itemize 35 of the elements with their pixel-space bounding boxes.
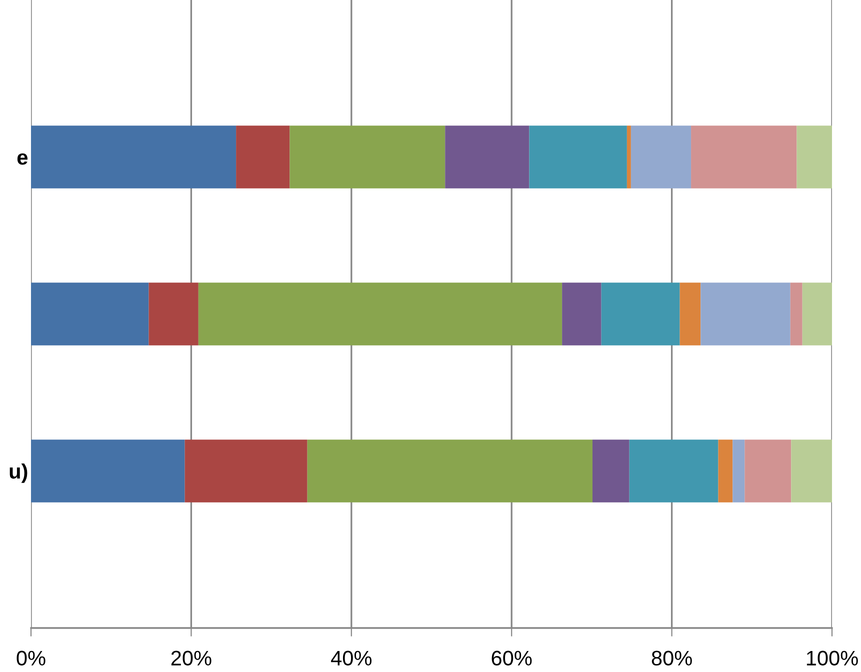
bar xyxy=(445,126,530,188)
bar xyxy=(148,282,198,346)
x-tick-label: 100% xyxy=(806,650,858,666)
bar xyxy=(184,440,308,502)
bar xyxy=(31,440,185,502)
bar xyxy=(529,126,627,188)
bar xyxy=(630,126,692,188)
x-tick-label: 40% xyxy=(331,650,372,666)
bar xyxy=(236,126,290,188)
bar xyxy=(626,126,631,188)
y-tick-label: e xyxy=(17,153,28,165)
bar xyxy=(601,282,680,346)
bar xyxy=(791,440,832,502)
bar xyxy=(802,282,832,346)
bar xyxy=(562,282,602,346)
bar xyxy=(592,440,630,502)
bar xyxy=(198,282,562,346)
bar xyxy=(744,440,792,502)
bar xyxy=(31,126,236,188)
bar xyxy=(732,440,745,502)
bar xyxy=(691,126,797,188)
bar xyxy=(700,282,790,346)
bar xyxy=(718,440,733,502)
y-tick-label: u) xyxy=(10,463,28,483)
bar xyxy=(290,126,446,188)
x-tick-label: 80% xyxy=(652,650,692,666)
bar xyxy=(680,282,701,346)
bar xyxy=(796,126,832,188)
bar xyxy=(31,282,149,346)
x-tick-label: 60% xyxy=(492,650,532,666)
bar xyxy=(790,282,802,346)
x-tick-label: 0% xyxy=(16,650,46,666)
bar xyxy=(629,440,718,502)
x-tick-label: 20% xyxy=(171,650,212,666)
bar xyxy=(307,440,592,502)
